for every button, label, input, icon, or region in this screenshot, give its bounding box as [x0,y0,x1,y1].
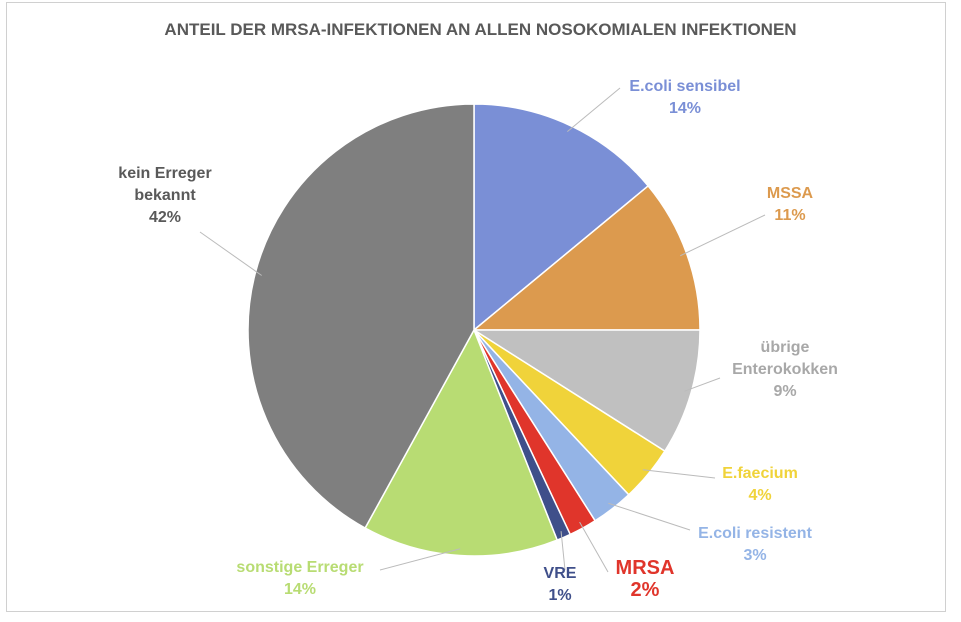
leader-line [567,87,621,133]
leader-line [680,214,766,257]
data-label: E.coli sensibel 14% [610,76,760,120]
leader-line [579,521,609,573]
data-label: VRE 1% [515,563,605,607]
value-label: 4% [748,487,772,504]
category-label: übrige Enterokokken [732,339,838,378]
value-label: 3% [743,547,767,564]
leader-line [642,469,716,479]
data-label: sonstige Erreger 14% [220,557,380,601]
chart-title: ANTEIL DER MRSA-INFEKTIONEN AN ALLEN NOS… [164,20,797,39]
pie-slice [364,328,559,557]
data-label: MSSA 11% [735,183,845,227]
value-label: 14% [283,581,317,598]
data-label: E.faecium 4% [705,463,815,507]
leader-line [379,548,461,571]
data-label: kein Erreger bekannt 42% [95,163,235,229]
chart-frame [6,2,946,612]
category-label: sonstige Erreger [236,559,364,576]
category-label: MRSA [615,557,675,579]
category-label: E.coli resistent [698,525,812,542]
value-label: 2% [630,579,660,601]
pie-slice [247,103,475,530]
category-label: E.faecium [722,465,798,482]
value-label: 11% [774,207,806,224]
data-label: E.coli resistent 3% [680,523,830,567]
pie-slice [471,184,701,331]
category-label: kein Erreger bekannt [118,165,212,204]
category-label: VRE [543,565,577,582]
value-label: 9% [773,383,797,400]
category-label: MSSA [766,185,814,202]
value-label: 14% [668,100,702,117]
category-label: E.coli sensibel [629,78,741,95]
leader-line [199,231,262,276]
data-label: MRSA 2% [590,557,700,601]
leader-line [684,377,721,392]
value-label: 42% [148,209,182,226]
data-label: übrige Enterokokken 9% [715,337,855,403]
leader-line [608,502,691,531]
leader-line [560,531,566,571]
pie-slice [473,103,650,332]
value-label: 1% [548,587,572,604]
pie-slice [471,329,701,453]
